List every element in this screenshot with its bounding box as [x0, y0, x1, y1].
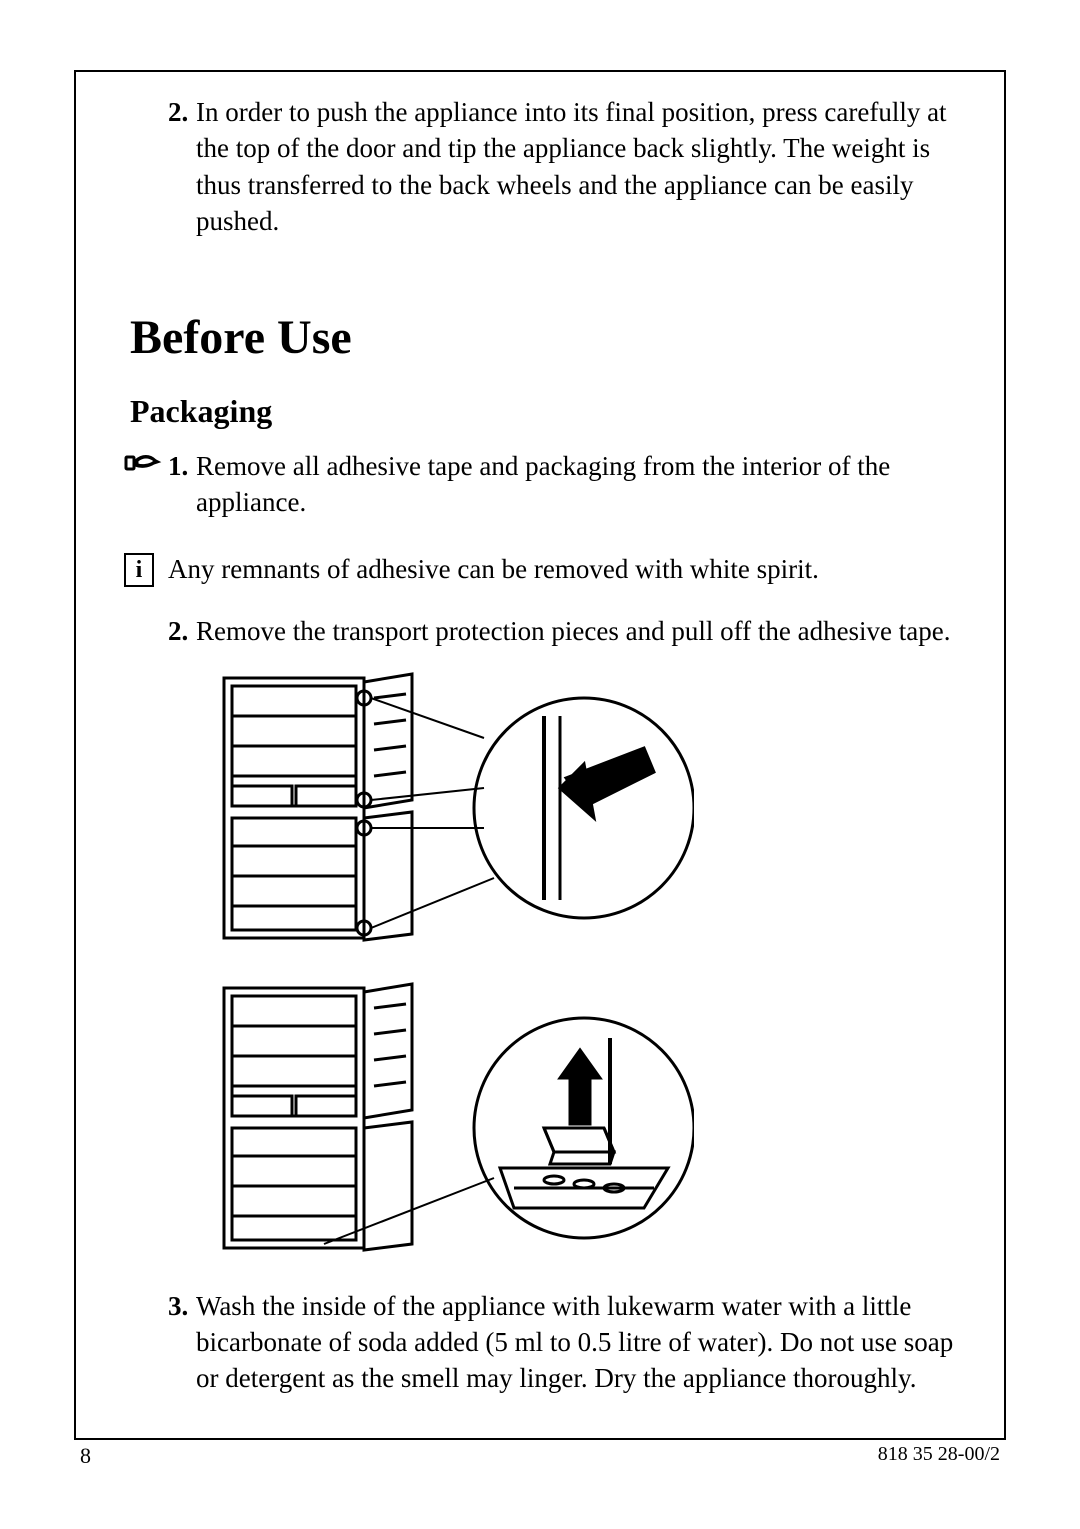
illustration-base-protection	[214, 978, 956, 1268]
step-text: Remove all adhesive tape and packaging f…	[196, 448, 956, 521]
step-text: In order to push the appliance into its …	[196, 94, 956, 240]
section-heading: Before Use	[130, 310, 956, 365]
step-number: 2.	[168, 94, 196, 240]
manual-page: 2. In order to push the appliance into i…	[0, 0, 1080, 1529]
illustration-tape-removal	[214, 668, 956, 958]
step-2: 2. Remove the transport protection piece…	[168, 613, 956, 649]
step-number: 1.	[168, 448, 196, 521]
info-icon: i	[124, 551, 168, 587]
hand-pointer-icon	[124, 448, 168, 476]
subsection-heading: Packaging	[130, 393, 956, 430]
page-number: 8	[80, 1443, 91, 1469]
step-1-row: 1. Remove all adhesive tape and packagin…	[124, 448, 956, 531]
document-number: 818 35 28-00/2	[878, 1443, 1000, 1469]
step-text: Remove the transport protection pieces a…	[196, 613, 956, 649]
intro-step-2: 2. In order to push the appliance into i…	[168, 94, 956, 240]
page-footer: 8 818 35 28-00/2	[0, 1443, 1080, 1469]
info-note-row: i Any remnants of adhesive can be remove…	[124, 551, 956, 587]
step-text: Wash the inside of the appliance with lu…	[196, 1288, 956, 1397]
step-number: 3.	[168, 1288, 196, 1397]
info-note-text: Any remnants of adhesive can be removed …	[168, 551, 956, 587]
step-3: 3. Wash the inside of the appliance with…	[168, 1288, 956, 1397]
page-frame: 2. In order to push the appliance into i…	[74, 70, 1006, 1440]
step-number: 2.	[168, 613, 196, 649]
